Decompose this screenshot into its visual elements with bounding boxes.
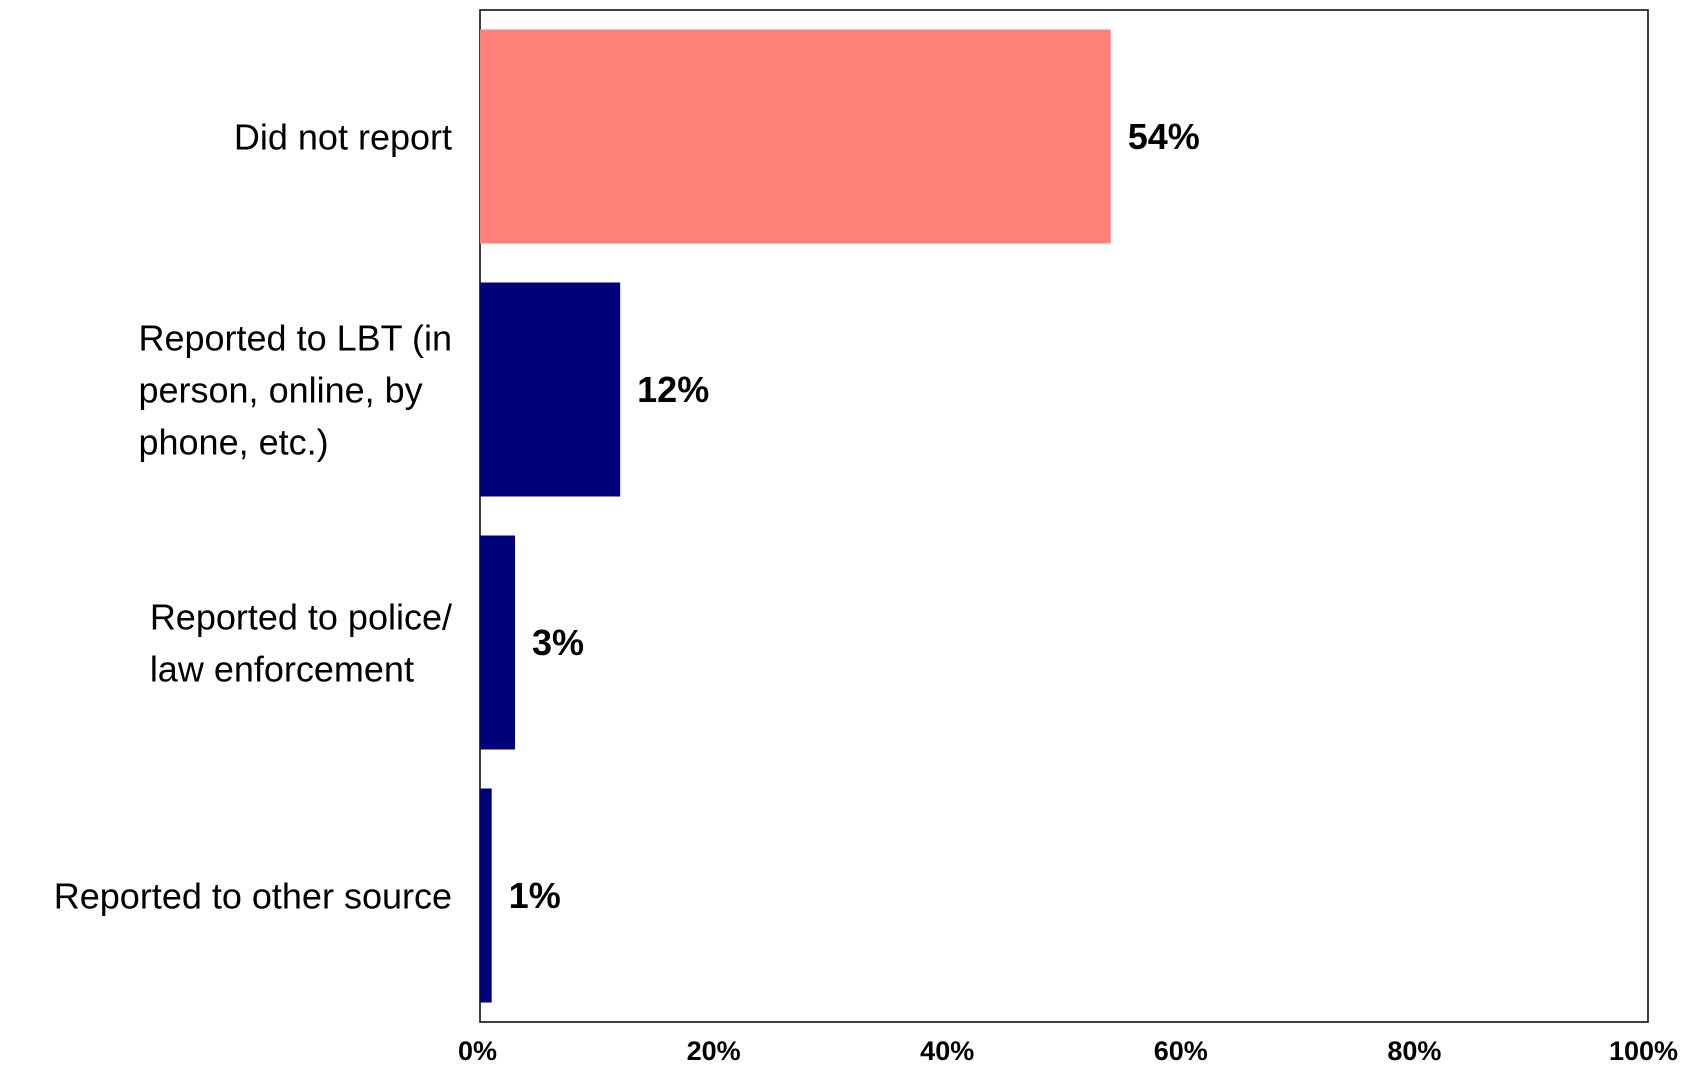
bar — [480, 282, 621, 497]
bar — [480, 535, 516, 750]
category-label-line: phone, etc.) — [138, 421, 328, 462]
x-tick-label: 100% — [1609, 1036, 1678, 1066]
category-label-line: Reported to police/ — [150, 596, 452, 637]
data-label: 1% — [509, 875, 561, 916]
data-label: 54% — [1128, 116, 1200, 157]
category-labels-group: Did not report Reported to LBT (in person,… — [54, 116, 452, 916]
x-tick-label: 60% — [1154, 1036, 1208, 1066]
category-label-line: person, online, by — [138, 369, 422, 410]
category-label-line: Reported to other source — [54, 875, 452, 916]
bar — [480, 29, 1111, 244]
data-labels-group: 54% 12% 3% 1% — [509, 116, 1200, 916]
category-label: Reported to police/law enforcement — [150, 596, 452, 689]
category-label: Did not report — [234, 116, 452, 157]
x-tick-labels-group: 0% 20% 40% 60% 80% 100% — [458, 1036, 1678, 1066]
x-tick-label: 40% — [920, 1036, 974, 1066]
x-tick-label: 0% — [458, 1036, 497, 1066]
plot-area-frame — [479, 9, 1649, 1023]
category-label-line: Reported to LBT (in — [138, 317, 452, 358]
data-label: 12% — [637, 369, 709, 410]
data-label: 3% — [532, 622, 584, 663]
bars-group — [480, 29, 1111, 1003]
category-label: Reported to other source — [54, 875, 452, 916]
category-label-line: law enforcement — [150, 648, 414, 689]
category-label-line: Did not report — [234, 116, 452, 157]
bar — [480, 788, 492, 1003]
category-label: Reported to LBT (in person, online, by pho… — [138, 317, 452, 462]
x-tick-label: 80% — [1387, 1036, 1441, 1066]
x-tick-label: 20% — [687, 1036, 741, 1066]
